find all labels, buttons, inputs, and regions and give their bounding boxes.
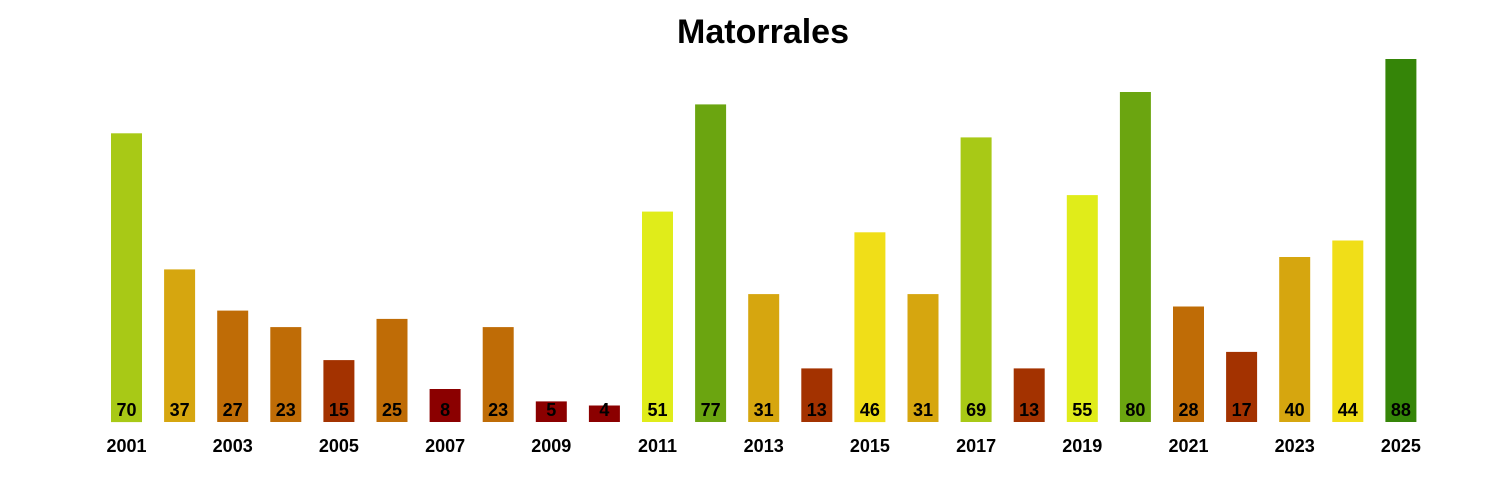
bar-2014 [801, 368, 833, 422]
bar-2015 [854, 232, 886, 423]
value-label-2023: 40 [1285, 400, 1305, 420]
bar-2018 [1013, 368, 1045, 422]
bar-2025 [1385, 59, 1417, 422]
chart-title: Matorrales [677, 13, 849, 51]
value-label-2008: 23 [488, 400, 508, 420]
bar-2013 [748, 294, 780, 422]
bar-2009 [535, 401, 567, 422]
x-axis-ticks: 2001 2003 2005 2007 2009 2011 2013 2015 2017 2019… [106, 436, 1420, 456]
tick-label-2001: 2001 [106, 436, 146, 456]
tick-label-2013: 2013 [744, 436, 784, 456]
bar-2002 [164, 269, 196, 422]
tick-label-2021: 2021 [1168, 436, 1208, 456]
value-label-2017: 69 [966, 400, 986, 420]
bar-2022 [1226, 351, 1258, 422]
tick-label-2015: 2015 [850, 436, 890, 456]
value-label-2012: 77 [701, 400, 721, 420]
bar-2012 [695, 104, 727, 423]
bar-2008 [482, 327, 514, 422]
bar-2003 [217, 310, 249, 422]
tick-label-2023: 2023 [1275, 436, 1315, 456]
bar-2024 [1332, 240, 1364, 422]
value-label-2006: 25 [382, 400, 402, 420]
value-label-2005: 15 [329, 400, 349, 420]
tick-label-2025: 2025 [1381, 436, 1421, 456]
bar-2023 [1279, 257, 1311, 422]
value-label-2019: 55 [1072, 400, 1092, 420]
tick-label-2009: 2009 [531, 436, 571, 456]
value-label-2003: 27 [223, 400, 243, 420]
tick-label-2005: 2005 [319, 436, 359, 456]
value-label-2001: 70 [116, 400, 136, 420]
bar-2007 [429, 389, 461, 422]
value-labels-group: 70 37 27 23 15 25 8 23 5 4 51 77 31 13 46 31 69 13 55 80 28 1… [116, 400, 1410, 420]
value-label-2021: 28 [1178, 400, 1198, 420]
value-label-2024: 44 [1338, 400, 1358, 420]
value-label-2002: 37 [170, 400, 190, 420]
tick-label-2017: 2017 [956, 436, 996, 456]
value-label-2007: 8 [440, 400, 450, 420]
value-label-2016: 31 [913, 400, 933, 420]
bar-2011 [642, 211, 673, 422]
tick-label-2003: 2003 [213, 436, 253, 456]
bar-2005 [323, 360, 355, 422]
bar-2021 [1173, 306, 1204, 422]
bar-2019 [1066, 195, 1098, 422]
bar-2004 [270, 327, 302, 422]
value-label-2004: 23 [276, 400, 296, 420]
bar-2006 [376, 318, 408, 422]
value-label-2009: 5 [546, 400, 556, 420]
value-label-2025: 88 [1391, 400, 1411, 420]
bar-2017 [960, 137, 992, 422]
bar-2016 [907, 294, 939, 422]
tick-label-2011: 2011 [638, 436, 677, 456]
value-label-2010: 4 [599, 400, 609, 420]
bar-2001 [111, 133, 142, 423]
value-label-2014: 13 [807, 400, 827, 420]
bar-2020 [1119, 92, 1151, 422]
tick-label-2007: 2007 [425, 436, 465, 456]
bar-2010 [588, 405, 620, 422]
value-label-2015: 46 [860, 400, 880, 420]
tick-label-2019: 2019 [1062, 436, 1102, 456]
value-label-2011: 51 [647, 400, 667, 420]
value-label-2013: 31 [754, 400, 774, 420]
bars-group [111, 59, 1417, 423]
value-label-2022: 17 [1232, 400, 1252, 420]
value-label-2018: 13 [1019, 400, 1039, 420]
value-label-2020: 80 [1125, 400, 1145, 420]
